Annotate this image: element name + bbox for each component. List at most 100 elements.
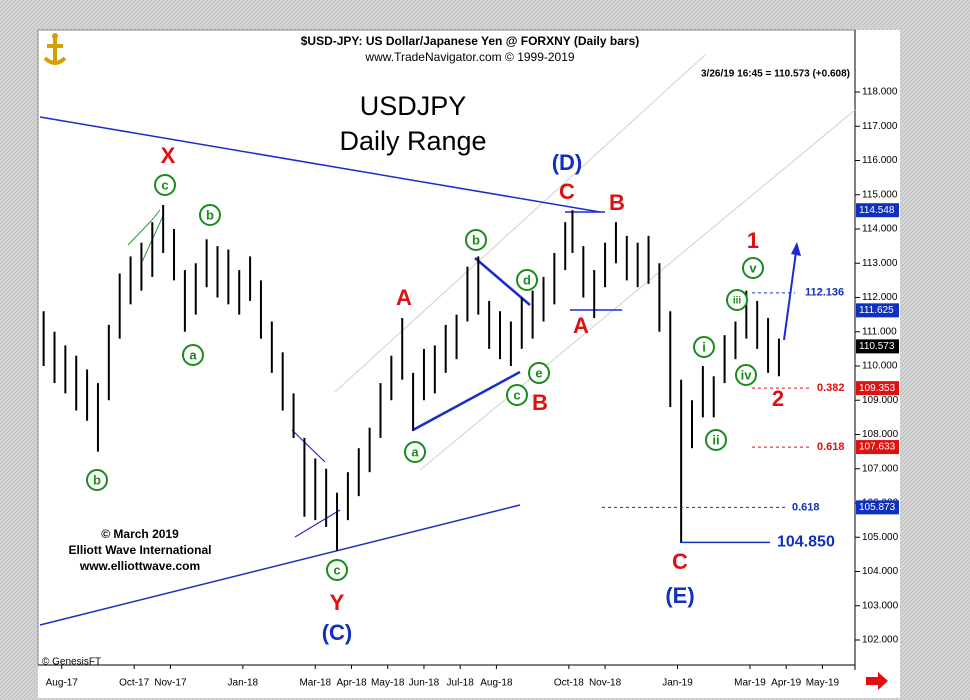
wave-label: 1 (747, 228, 759, 253)
x-tick-label: Jul-18 (447, 678, 475, 689)
x-tick-label: Jan-19 (662, 678, 693, 689)
wave-label: v (749, 260, 757, 275)
channel-line (419, 109, 856, 471)
wave-circle (506, 384, 528, 406)
channel-line (334, 54, 706, 393)
wave-label: (D) (552, 150, 583, 175)
y-tick-label: 113.000 (862, 258, 898, 269)
y-tick-label: 112.000 (862, 292, 898, 303)
x-tick-label: Oct-17 (119, 678, 149, 689)
wave-circle (182, 344, 204, 366)
trend-line (291, 429, 326, 463)
logo (43, 33, 67, 65)
price-tag-label: 109.353 (859, 383, 896, 394)
x-tick-label: May-18 (371, 678, 405, 689)
chart-subtitle: www.TradeNavigator.com © 1999-2019 (364, 50, 574, 64)
y-tick-label: 117.000 (862, 121, 898, 132)
wave-label: C (672, 549, 688, 574)
level-label: 104.850 (777, 534, 835, 551)
wave-label: A (396, 285, 412, 310)
price-tag (856, 339, 899, 354)
price-tag-label: 111.625 (859, 305, 894, 316)
wave-label: e (535, 365, 542, 380)
wave-label: X (161, 143, 176, 168)
price-tag (856, 500, 899, 515)
level-label: 0.382 (817, 382, 845, 394)
wave-circle (742, 257, 764, 279)
credit: www.elliottwave.com (79, 559, 200, 573)
level-label: 0.618 (817, 441, 845, 453)
x-tick-label: May-19 (806, 678, 840, 689)
x-tick-label: Jan-18 (228, 678, 259, 689)
wave-circle (693, 336, 715, 358)
x-tick-label: Apr-19 (771, 678, 801, 689)
wave-label: b (206, 207, 214, 222)
price-tag-label: 114.548 (859, 205, 895, 216)
y-tick-label: 114.000 (862, 224, 898, 235)
wave-label: Y (330, 590, 345, 615)
wave-label: A (573, 313, 589, 338)
trend-line (294, 509, 341, 538)
quote: 3/26/19 16:45 = 110.573 (+0.608) (701, 69, 850, 80)
level-label: 0.618 (792, 501, 820, 513)
y-tick-label: 110.000 (862, 361, 898, 372)
y-tick-label: 115.000 (862, 189, 898, 200)
heading: Daily Range (339, 126, 486, 156)
price-tag (856, 440, 899, 455)
credit: © March 2019 (101, 527, 179, 541)
wave-circle (154, 174, 176, 196)
price-tag-label: 107.633 (859, 442, 896, 453)
wave-circle (726, 289, 748, 311)
wave-circle (86, 469, 108, 491)
wave-label: B (609, 190, 625, 215)
wave-circle (735, 364, 757, 386)
wave-circle (404, 441, 426, 463)
wave-label: b (472, 232, 480, 247)
price-tag-label: 110.573 (859, 341, 895, 352)
y-tick-label: 104.000 (862, 566, 899, 577)
y-tick-label: 107.000 (862, 463, 899, 474)
wave-circle (528, 362, 550, 384)
wave-label: b (93, 472, 101, 487)
y-tick-label: 108.000 (862, 429, 899, 440)
price-tag (856, 381, 899, 396)
y-tick-label: 116.000 (862, 155, 898, 166)
level-label: 112.136 (805, 287, 844, 299)
y-tick-label: 111.000 (862, 326, 897, 337)
y-tick-label: 118.000 (862, 87, 898, 98)
wave-label: a (189, 347, 197, 362)
wave-label: (E) (665, 583, 694, 608)
wave-circle (516, 269, 538, 291)
trend-line (39, 504, 521, 626)
chart-title: $USD-JPY: US Dollar/Japanese Yen @ FORXN… (301, 34, 639, 48)
wave-label: a (411, 444, 419, 459)
wave-label: d (523, 272, 531, 287)
trend-line (412, 370, 521, 432)
wave-label: iii (733, 296, 742, 307)
x-tick-label: Apr-18 (337, 678, 367, 689)
wave-label: 2 (772, 386, 784, 411)
y-tick-label: 105.000 (862, 532, 899, 543)
wave-label: ii (712, 432, 719, 447)
wave-label: C (559, 179, 575, 204)
wave-label: c (333, 562, 340, 577)
wave-label: B (532, 390, 548, 415)
x-tick-label: Nov-18 (589, 678, 622, 689)
y-tick-label: 102.000 (862, 635, 899, 646)
heading: USDJPY (360, 91, 467, 121)
price-tag (856, 303, 899, 318)
wave-circle (705, 429, 727, 451)
scroll-arrow[interactable] (866, 672, 888, 690)
x-tick-label: Oct-18 (554, 678, 584, 689)
price-tag-label: 105.873 (859, 502, 896, 513)
trend-line (474, 257, 531, 306)
wave-label: c (513, 387, 520, 402)
x-tick-label: Nov-17 (154, 678, 187, 689)
y-tick-label: 103.000 (862, 600, 899, 611)
x-tick-label: Mar-18 (299, 678, 331, 689)
price-tag (856, 203, 899, 218)
wave-circle (199, 204, 221, 226)
x-tick-label: Mar-19 (734, 678, 766, 689)
wave-label: c (161, 177, 168, 192)
